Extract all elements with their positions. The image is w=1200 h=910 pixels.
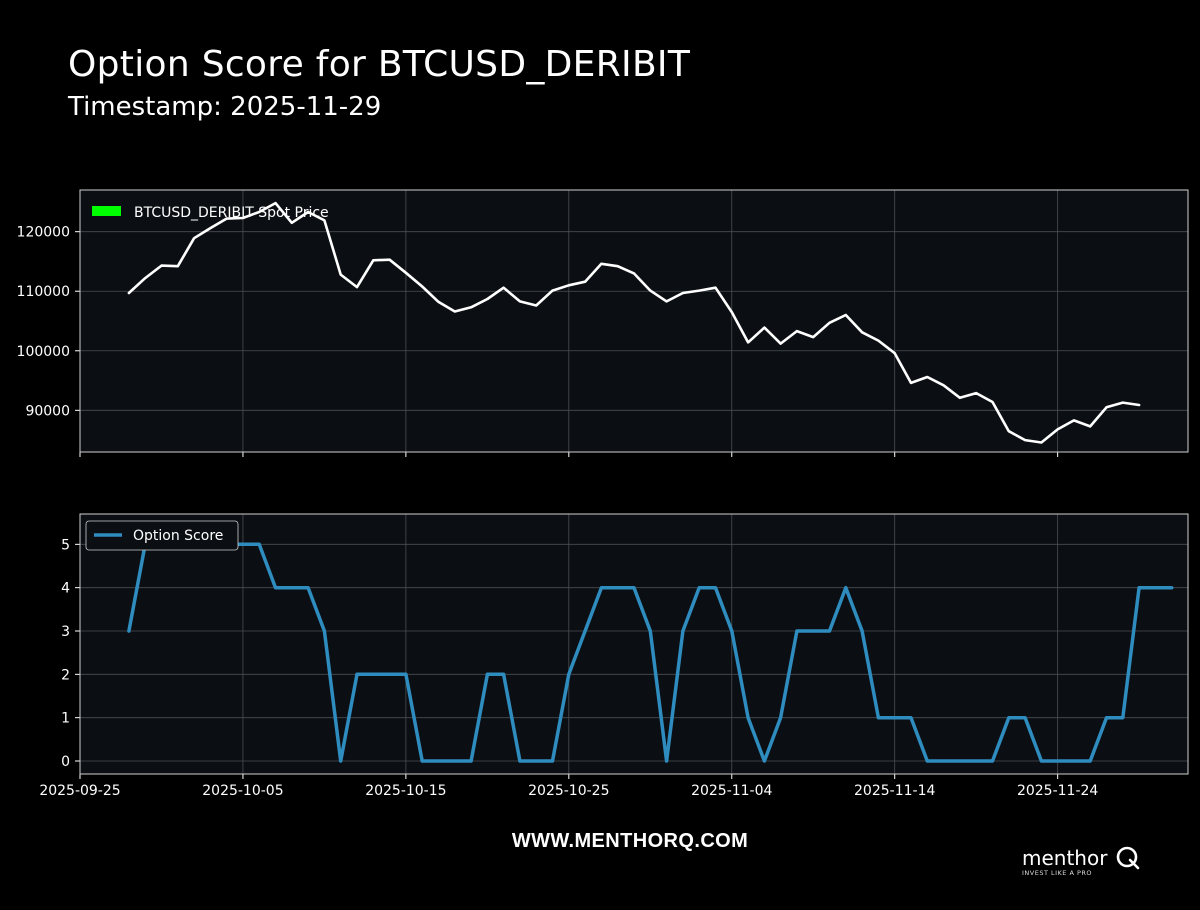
y-tick-label: 100000	[17, 344, 70, 360]
y-tick-label: 4	[61, 581, 70, 597]
brand-name: menthor	[1022, 846, 1108, 870]
legend-label: BTCUSD_DERIBIT Spot Price	[134, 205, 329, 221]
brand-tagline: INVEST LIKE A PRO	[1022, 869, 1093, 877]
legend-label: Option Score	[133, 528, 223, 544]
plot-frame	[79, 513, 1189, 775]
x-tick-label: 2025-10-25	[528, 783, 609, 799]
plot-frame	[79, 189, 1189, 453]
y-tick-label: 110000	[17, 284, 70, 300]
chart-subtitle: Timestamp: 2025-11-29	[68, 92, 382, 122]
option-score-line	[127, 542, 1174, 763]
price-panel: 90000 100000 110000 120000 BTCUSD_DERIBIT Sp…	[17, 189, 1189, 457]
spot-price-line	[127, 201, 1141, 444]
q-logo-icon	[1116, 846, 1140, 870]
x-tick-label: 2025-11-04	[691, 783, 772, 799]
x-tick-label: 2025-09-25	[39, 783, 120, 799]
x-tick-label: 2025-11-24	[1017, 783, 1098, 799]
y-tick-label: 5	[61, 537, 70, 553]
y-tick-label: 2	[61, 667, 70, 683]
y-tick-label: 3	[61, 624, 70, 640]
y-tick-label: 120000	[17, 225, 70, 241]
score-panel: 2025-09-25 2025-10-05 2025-10-15 2025-10-25…	[39, 513, 1189, 799]
y-tick-label: 0	[61, 754, 70, 770]
plot-background	[80, 190, 1188, 452]
chart-title: Option Score for BTCUSD_DERIBIT	[68, 44, 691, 85]
x-tick-label: 2025-11-14	[854, 783, 935, 799]
y-tick-label: 1	[61, 711, 70, 727]
plot-background	[80, 514, 1188, 774]
x-tick-label: 2025-10-15	[365, 783, 446, 799]
brand-logo: menthor INVEST LIKE A PRO	[1022, 846, 1152, 880]
x-tick-label: 2025-10-05	[202, 783, 283, 799]
y-tick-label: 90000	[25, 403, 70, 419]
website-link[interactable]: WWW.MENTHORQ.COM	[511, 830, 749, 852]
legend-box	[85, 520, 239, 551]
legend-swatch	[92, 206, 121, 216]
